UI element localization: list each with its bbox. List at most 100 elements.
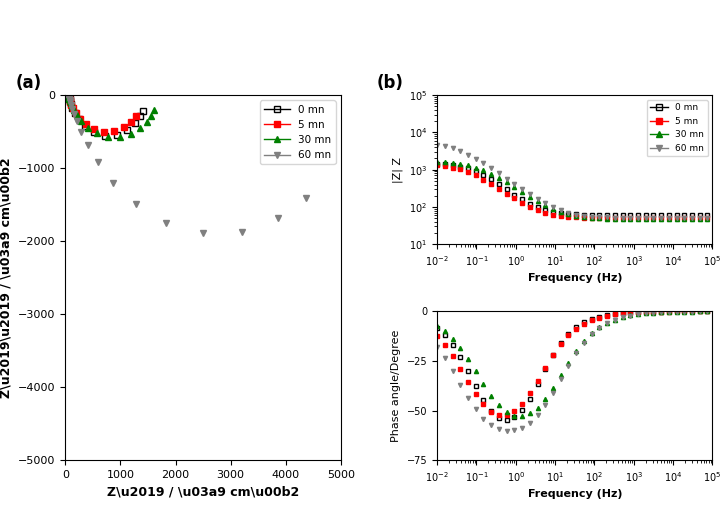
0 mn <box>74 116 83 122</box>
0 mn <box>65 92 73 98</box>
30 mn <box>147 112 156 118</box>
Line: 60 mn: 60 mn <box>435 143 710 220</box>
30 mn <box>64 92 73 98</box>
30 mn <box>84 124 92 131</box>
30 mn <box>64 93 73 99</box>
30 mn <box>464 162 473 169</box>
5 mn <box>510 408 519 414</box>
X-axis label: Frequency (Hz): Frequency (Hz) <box>528 273 622 284</box>
60 mn <box>65 97 74 103</box>
60 mn <box>65 99 74 105</box>
60 mn <box>703 215 712 221</box>
60 mn <box>64 92 73 98</box>
0 mn <box>464 166 473 172</box>
60 mn <box>595 325 603 331</box>
0 mn <box>611 311 619 317</box>
30 mn <box>649 309 658 316</box>
30 mn <box>634 311 643 317</box>
60 mn <box>64 93 73 99</box>
60 mn <box>696 215 704 221</box>
5 mn <box>688 308 696 315</box>
0 mn <box>579 212 588 218</box>
30 mn <box>664 216 673 223</box>
0 mn <box>471 384 480 390</box>
Text: (a): (a) <box>16 74 42 92</box>
0 mn <box>471 168 480 175</box>
0 mn <box>518 407 526 413</box>
30 mn <box>688 308 696 315</box>
30 mn <box>518 189 526 195</box>
30 mn <box>64 92 73 98</box>
0 mn <box>533 204 542 211</box>
5 mn <box>64 93 73 99</box>
5 mn <box>494 412 503 418</box>
0 mn <box>618 310 627 316</box>
30 mn <box>64 92 73 98</box>
0 mn <box>449 342 457 348</box>
0 mn <box>587 212 596 218</box>
60 mn <box>656 215 665 221</box>
30 mn <box>680 216 688 223</box>
0 mn <box>65 92 73 98</box>
30 mn <box>564 360 573 366</box>
5 mn <box>487 408 496 415</box>
0 mn <box>656 212 665 218</box>
30 mn <box>626 312 635 318</box>
60 mn <box>549 390 558 396</box>
5 mn <box>618 310 627 316</box>
30 mn <box>680 308 688 315</box>
30 mn <box>526 194 534 200</box>
30 mn <box>471 368 480 375</box>
0 mn <box>139 107 148 114</box>
60 mn <box>64 92 73 98</box>
0 mn <box>65 93 73 99</box>
5 mn <box>603 313 611 319</box>
5 mn <box>126 118 135 125</box>
30 mn <box>587 215 596 221</box>
60 mn <box>603 214 611 221</box>
60 mn <box>456 382 465 388</box>
5 mn <box>449 165 457 171</box>
0 mn <box>65 92 73 98</box>
Line: 0 mn: 0 mn <box>435 162 710 217</box>
5 mn <box>89 126 98 132</box>
5 mn <box>696 215 704 222</box>
5 mn <box>518 199 526 206</box>
5 mn <box>441 163 449 169</box>
5 mn <box>64 92 73 98</box>
0 mn <box>487 176 496 183</box>
30 mn <box>696 308 704 315</box>
30 mn <box>672 216 681 223</box>
5 mn <box>433 333 441 339</box>
0 mn <box>696 212 704 218</box>
30 mn <box>549 385 558 391</box>
5 mn <box>696 308 704 314</box>
0 mn <box>595 313 603 320</box>
5 mn <box>556 213 565 219</box>
5 mn <box>595 314 603 321</box>
30 mn <box>479 167 488 174</box>
60 mn <box>64 92 73 98</box>
30 mn <box>64 92 73 98</box>
30 mn <box>603 215 611 222</box>
30 mn <box>603 320 611 326</box>
Y-axis label: |Z| Z: |Z| Z <box>393 157 403 183</box>
0 mn <box>564 211 573 217</box>
60 mn <box>64 92 73 98</box>
30 mn <box>487 171 496 177</box>
30 mn <box>64 93 73 99</box>
0 mn <box>464 368 473 375</box>
60 mn <box>611 317 619 323</box>
0 mn <box>65 94 73 101</box>
5 mn <box>65 96 73 102</box>
30 mn <box>579 214 588 220</box>
5 mn <box>456 166 465 172</box>
0 mn <box>703 308 712 314</box>
30 mn <box>572 348 581 354</box>
0 mn <box>494 181 503 188</box>
30 mn <box>634 216 643 223</box>
5 mn <box>595 215 603 221</box>
30 mn <box>502 409 511 415</box>
0 mn <box>595 212 603 218</box>
30 mn <box>73 112 81 118</box>
